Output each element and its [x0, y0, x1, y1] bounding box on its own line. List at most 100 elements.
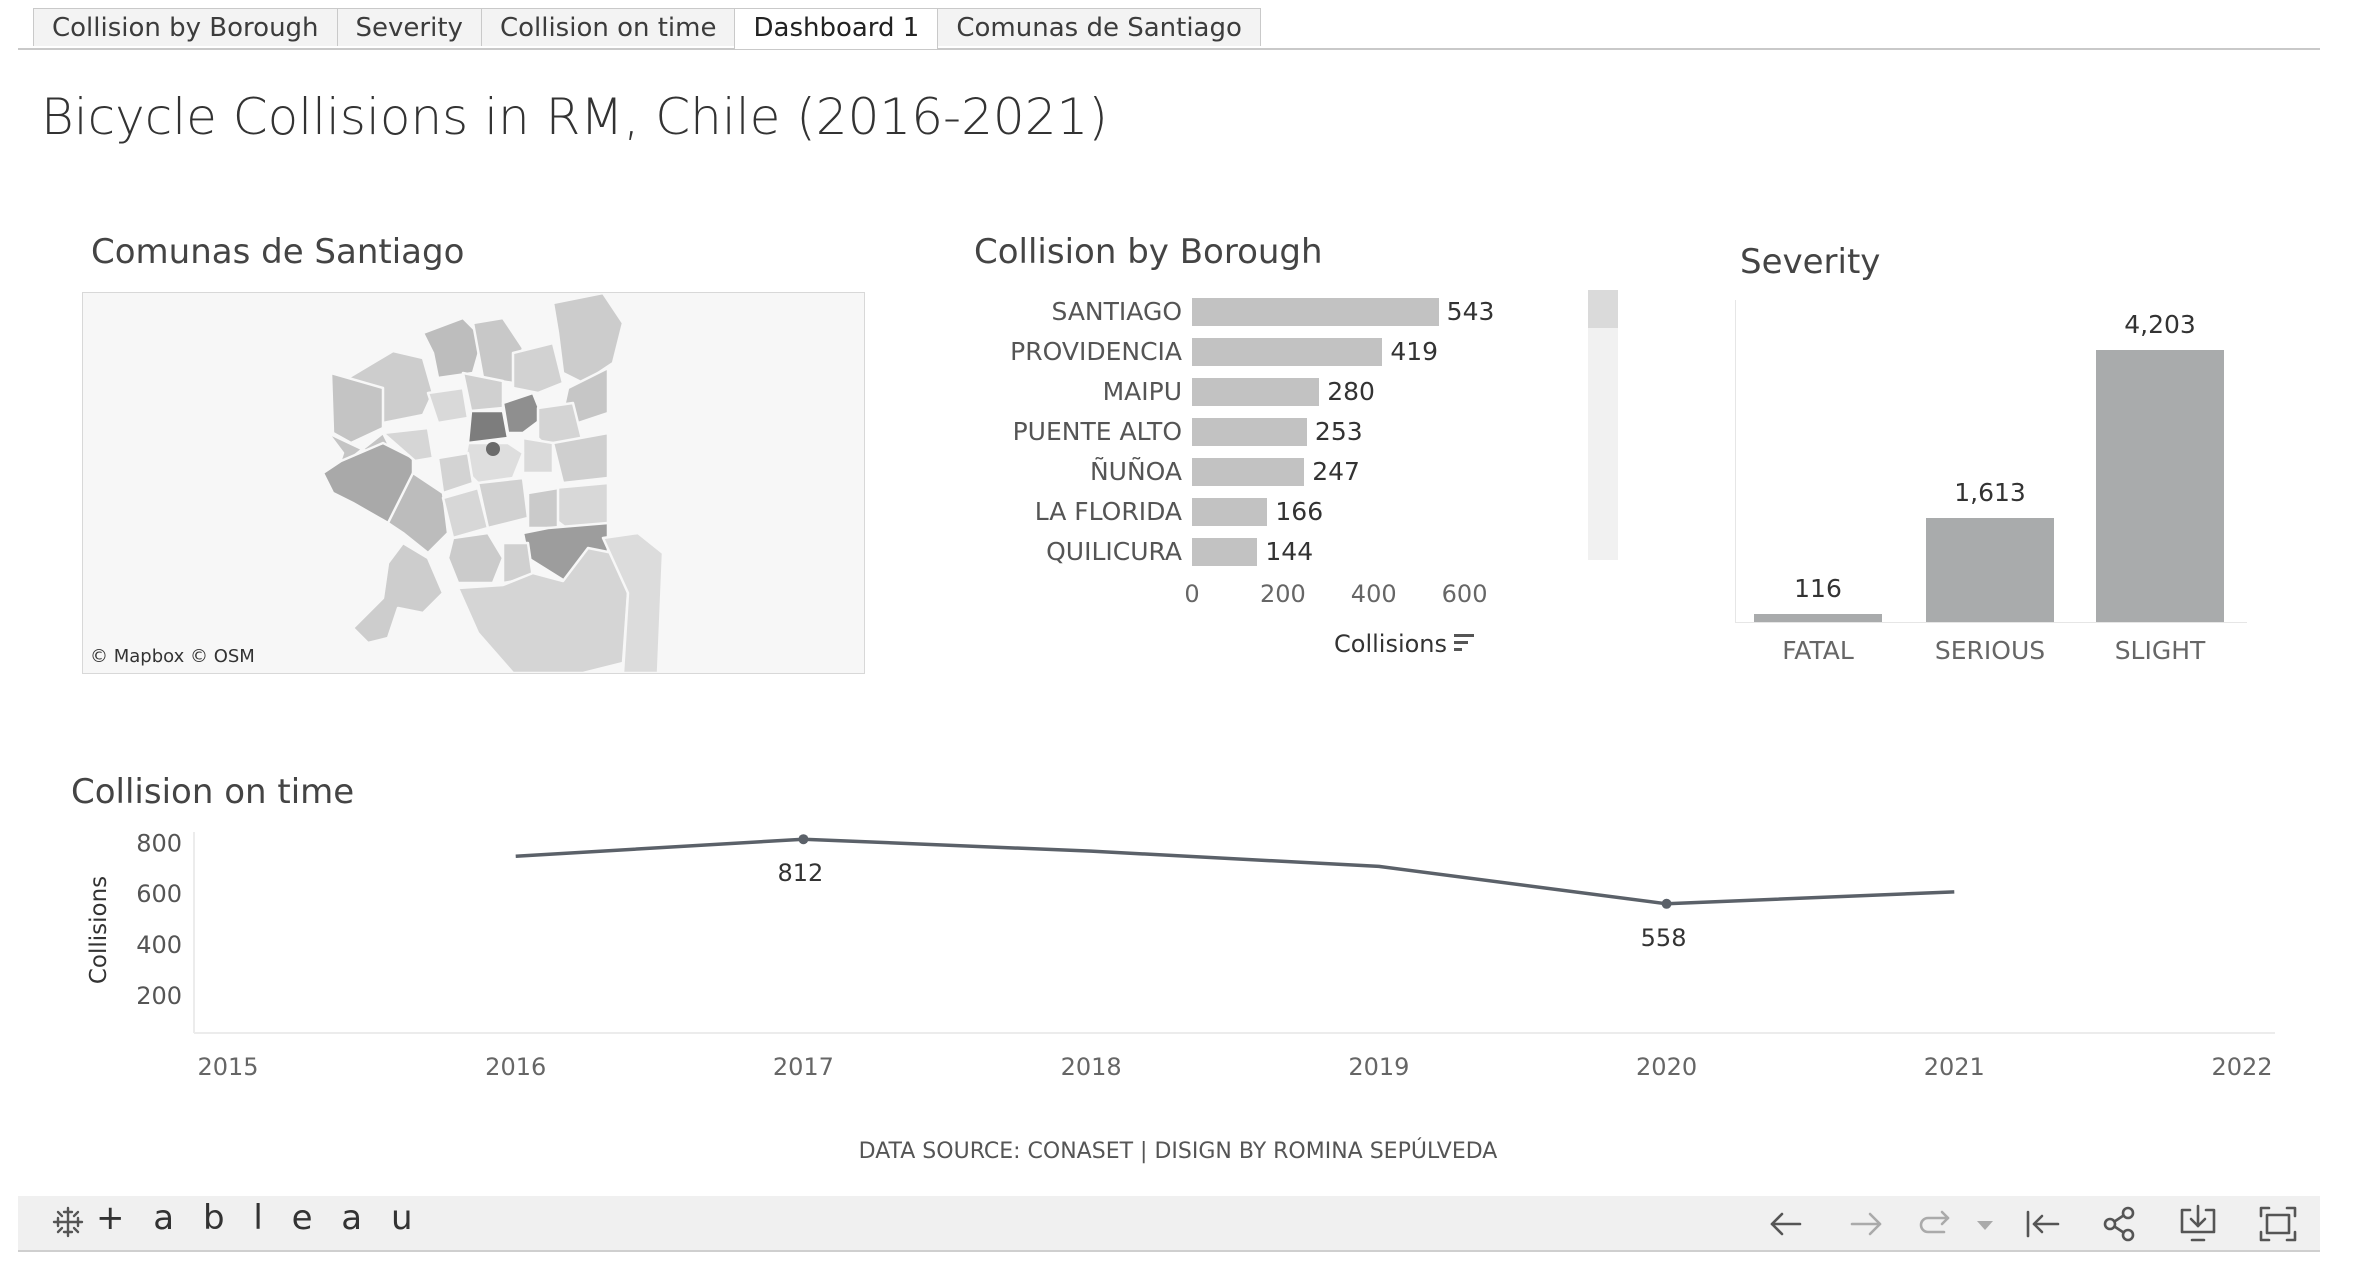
comuna-region[interactable]: [351, 541, 445, 645]
sheet-tab-collision-by-borough[interactable]: Collision by Borough: [33, 8, 338, 46]
severity-chart-title: Severity: [1740, 242, 1881, 282]
borough-label: LA FLORIDA: [1034, 497, 1182, 526]
comuna-region[interactable]: [381, 426, 435, 463]
borough-bar[interactable]: [1192, 338, 1383, 366]
data-source-note: DATA SOURCE: CONASET | DISIGN BY ROMINA …: [858, 1139, 1498, 1164]
dashboard-title: Bicycle Collisions in RM, Chile (2016-20…: [41, 88, 1108, 146]
sheet-tab-collision-on-time[interactable]: Collision on time: [480, 8, 736, 46]
time-y-axis-title: Collisions: [86, 876, 112, 984]
fullscreen-icon[interactable]: [2256, 1202, 2300, 1246]
borough-label: MAIPU: [1102, 377, 1182, 406]
time-point-label: 812: [778, 859, 824, 887]
map-marker[interactable]: [486, 442, 500, 456]
severity-category-label: FATAL: [1782, 636, 1854, 665]
time-line-chart: 200 400 600 800 Collisions 2015 2016 2017 2018 20…: [86, 829, 2275, 1081]
time-x-tick: 2017: [773, 1053, 834, 1081]
sheet-tabs: Collision by Borough Severity Collision on…: [33, 8, 1261, 49]
comuna-region[interactable]: [476, 476, 530, 530]
comunas-map-svg[interactable]: [83, 293, 864, 673]
time-x-tick: 2021: [1924, 1053, 1985, 1081]
time-x-tick: 2022: [2211, 1053, 2272, 1081]
borough-bar[interactable]: [1192, 538, 1258, 566]
tableau-toolbar: [18, 1196, 2320, 1252]
borough-x-tick: 400: [1350, 580, 1397, 608]
severity-value-label: 1,613: [1954, 477, 2026, 507]
severity-category-label: SERIOUS: [1934, 636, 2046, 665]
time-series-line[interactable]: [515, 837, 1955, 906]
share-icon[interactable]: [2098, 1202, 2142, 1246]
time-point-marker[interactable]: [1661, 898, 1672, 909]
borough-value-label: 280: [1327, 377, 1375, 406]
reset-icon[interactable]: [2020, 1202, 2064, 1246]
sheet-tab-severity[interactable]: Severity: [336, 8, 482, 46]
borough-chart-title: Collision by Borough: [974, 232, 1323, 272]
comuna-providencia[interactable]: [501, 391, 545, 435]
borough-scrollbar[interactable]: [1588, 290, 1618, 560]
redo-icon[interactable]: [1844, 1202, 1888, 1246]
time-y-tick: 800: [136, 829, 182, 857]
borough-bar[interactable]: [1192, 378, 1320, 406]
borough-x-tick: 0: [1184, 580, 1200, 608]
severity-category-label: SLIGHT: [2114, 636, 2206, 665]
revert-icon[interactable]: [1914, 1202, 1958, 1246]
sheet-tab-dashboard-1[interactable]: Dashboard 1: [734, 8, 939, 49]
download-icon[interactable]: [2176, 1202, 2220, 1246]
borough-value-label: 419: [1390, 337, 1439, 366]
comuna-region[interactable]: [511, 341, 565, 395]
borough-value-label: 144: [1265, 537, 1314, 566]
comunas-map[interactable]: [82, 292, 865, 674]
comuna-region[interactable]: [386, 471, 450, 555]
borough-label: PUENTE ALTO: [1012, 417, 1182, 446]
map-attribution: © Mapbox © OSM: [90, 646, 255, 667]
borough-x-axis-title: Collisions: [1334, 630, 1448, 658]
comuna-region[interactable]: [426, 386, 470, 425]
time-x-tick: 2020: [1636, 1053, 1697, 1081]
comuna-region[interactable]: [329, 371, 385, 445]
comuna-region[interactable]: [461, 371, 505, 413]
time-x-tick: 2018: [1061, 1053, 1122, 1081]
comuna-region[interactable]: [601, 531, 665, 673]
comuna-region[interactable]: [551, 431, 610, 485]
borough-x-tick: 200: [1259, 580, 1306, 608]
time-point-marker[interactable]: [798, 834, 809, 845]
time-point-label: 558: [1641, 924, 1687, 952]
borough-label: PROVIDENCIA: [1010, 337, 1182, 366]
severity-bar[interactable]: [1754, 614, 1882, 622]
undo-icon[interactable]: [1764, 1202, 1808, 1246]
severity-y-axis: [1735, 300, 1736, 622]
tableau-logo-text: + a b l e a u: [96, 1198, 422, 1238]
borough-value-label: 253: [1314, 417, 1363, 446]
time-y-tick: 200: [136, 982, 182, 1010]
time-x-tick: 2019: [1348, 1053, 1409, 1081]
borough-value-label: 247: [1312, 457, 1360, 486]
tableau-logo-icon: [52, 1206, 84, 1238]
sheet-tab-bar: [18, 8, 2320, 50]
severity-value-label: 116: [1794, 574, 1842, 604]
severity-bar[interactable]: [1926, 517, 2054, 622]
comuna-region[interactable]: [446, 531, 505, 585]
severity-bar[interactable]: [2096, 350, 2224, 622]
time-x-tick: 2016: [485, 1053, 546, 1081]
time-x-tick: 2015: [197, 1053, 258, 1081]
borough-bar[interactable]: [1192, 298, 1439, 326]
sort-icon[interactable]: [1454, 633, 1476, 655]
borough-scrollbar-thumb[interactable]: [1588, 290, 1618, 328]
borough-label: ÑUÑOA: [1089, 457, 1182, 486]
severity-value-label: 4,203: [2124, 310, 2196, 339]
borough-bar[interactable]: [1192, 418, 1307, 446]
time-chart-title: Collision on time: [71, 772, 355, 812]
comuna-santiago[interactable]: [466, 409, 510, 445]
sheet-tab-comunas-de-santiago[interactable]: Comunas de Santiago: [937, 8, 1261, 46]
comuna-region[interactable]: [521, 436, 555, 475]
borough-value-label: 166: [1275, 497, 1324, 526]
borough-bar[interactable]: [1192, 498, 1268, 526]
comuna-region[interactable]: [421, 316, 485, 380]
map-title: Comunas de Santiago: [91, 232, 465, 272]
borough-label: QUILICURA: [1046, 537, 1182, 566]
borough-value-label: 543: [1446, 297, 1495, 326]
comuna-region[interactable]: [526, 486, 560, 530]
comuna-region[interactable]: [436, 451, 475, 495]
revert-menu-icon[interactable]: [1970, 1202, 2000, 1246]
borough-bar[interactable]: [1192, 458, 1305, 486]
time-y-tick: 600: [136, 880, 182, 908]
